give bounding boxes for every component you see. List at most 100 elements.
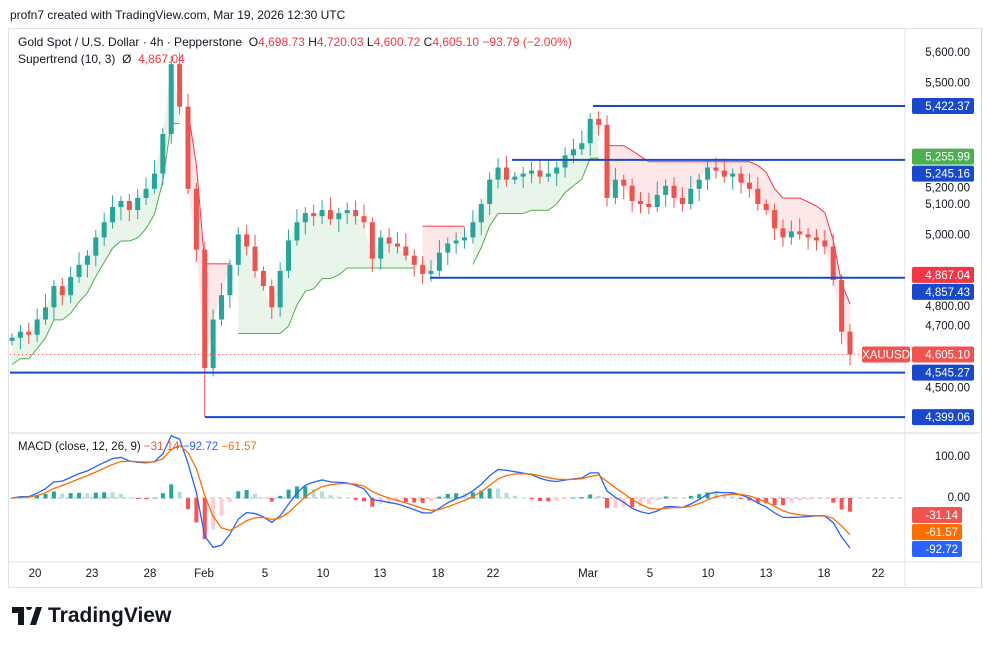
candle-body	[168, 64, 174, 135]
supertrend-line	[807, 201, 817, 207]
macd-histogram-bar	[60, 493, 65, 499]
candle-body	[445, 243, 451, 253]
supertrend-line	[757, 165, 767, 173]
supertrend-fill	[523, 170, 532, 214]
supertrend-line	[112, 240, 122, 249]
chart-canvas[interactable]: 5,600.00 5,500.00 5,200.00 5,100.00 5,000.00…	[0, 0, 989, 600]
candle-body	[562, 155, 568, 168]
supertrend-fill	[255, 270, 264, 334]
candle-body	[847, 331, 853, 355]
macd-histogram-bar	[303, 486, 308, 499]
macd-histogram-bar	[688, 495, 693, 499]
tradingview-logo[interactable]: TradingView	[12, 604, 171, 628]
candle-body	[495, 167, 501, 180]
macd-histogram-bar	[93, 492, 98, 499]
supertrend-fill	[431, 226, 440, 271]
candle-body	[34, 319, 40, 335]
candle-body	[126, 200, 132, 211]
macd-histogram-bar	[822, 498, 827, 499]
candle-body	[554, 167, 560, 174]
level-price-tag-bg	[912, 165, 974, 182]
candle-body	[746, 182, 752, 189]
candle-body	[780, 228, 786, 238]
supertrend-line	[28, 348, 38, 360]
level-price-tag: 5,245.16	[925, 169, 970, 181]
supertrend-fill	[456, 226, 465, 241]
supertrend-line	[86, 276, 97, 293]
supertrend-fill	[799, 198, 809, 238]
candle-body	[755, 188, 761, 204]
symbol-label[interactable]: Gold Spot / U.S. Dollar · 4h · Peppersto…	[18, 35, 243, 49]
macd-legend[interactable]: MACD (close, 12, 26, 9) −31.14 −92.72 −6…	[18, 441, 257, 453]
candle-body	[43, 307, 49, 320]
macd-histogram-bar	[764, 498, 769, 504]
macd-histogram-bar	[185, 498, 190, 510]
close-value: 4,605.10	[432, 35, 480, 49]
candle-body	[545, 173, 551, 177]
open-value: 4,698.73	[258, 35, 305, 49]
supertrend-line	[305, 288, 314, 292]
supertrend-line	[816, 205, 826, 214]
candle-body	[579, 143, 585, 150]
macd-histogram-bar	[504, 492, 509, 499]
supertrend-line	[548, 203, 557, 211]
macd-histogram-bar	[705, 492, 710, 499]
candle-body	[520, 173, 526, 177]
price-tick-label: 5,100.00	[925, 199, 970, 211]
supertrend-legend[interactable]: Supertrend (10, 3) Ø 4,867.04	[18, 52, 185, 66]
supertrend-fill	[422, 226, 431, 274]
macd-histogram-bar	[630, 498, 635, 508]
macd-histogram-bar	[739, 498, 744, 500]
price-tick-label: 4,500.00	[925, 382, 970, 394]
time-tick-label: 13	[760, 568, 773, 580]
candle-body	[537, 170, 543, 177]
price-tag-bg	[912, 266, 974, 283]
time-tick-label: 18	[818, 568, 831, 580]
price-tick-label: 5,500.00	[925, 77, 970, 89]
low-value: 4,600.72	[373, 35, 421, 49]
macd-histogram-bar	[77, 492, 82, 499]
macd-histogram-bar	[772, 498, 777, 506]
candle-body	[813, 237, 819, 241]
macd-histogram-bar	[487, 488, 492, 499]
supertrend-fill	[447, 226, 457, 244]
candle-body	[839, 280, 845, 332]
candle-body	[788, 231, 794, 238]
macd-histogram-bar	[35, 495, 40, 499]
supertrend-fill	[330, 213, 339, 279]
supertrend-line	[61, 312, 71, 321]
candle-body	[59, 286, 65, 296]
supertrend-fill	[690, 161, 700, 189]
supertrend-line	[129, 237, 138, 242]
macd-histogram-bar	[286, 489, 291, 499]
candle-body	[378, 237, 384, 259]
time-tick-label: 20	[29, 568, 42, 580]
supertrend-line	[145, 214, 155, 229]
level-price-tag-bg	[912, 409, 974, 426]
candle-body	[805, 234, 811, 238]
macd-tag-bg	[912, 507, 962, 523]
supertrend-fill	[347, 210, 356, 269]
candle-body	[503, 167, 509, 180]
high-label: H	[308, 35, 317, 49]
candle-body	[344, 210, 350, 214]
macd-histogram-bar	[118, 493, 123, 499]
macd-histogram-bar	[236, 491, 241, 499]
macd-histogram-bar	[479, 490, 484, 499]
candle-body	[227, 264, 233, 296]
supertrend-fill	[213, 263, 222, 320]
macd-tick-label: 100.00	[935, 451, 970, 463]
macd-histogram-bar	[219, 498, 224, 516]
supertrend-fill	[615, 145, 624, 186]
high-value: 4,720.03	[316, 35, 364, 49]
time-tick-label: 18	[432, 568, 445, 580]
candle-body	[160, 134, 166, 174]
macd-histogram-bar	[747, 498, 752, 501]
price-tick-label: 5,600.00	[925, 47, 970, 59]
supertrend-label: Supertrend (10, 3)	[18, 52, 116, 66]
supertrend-fill	[305, 213, 314, 292]
time-tick-label: 10	[317, 568, 330, 580]
candle-body	[705, 167, 711, 180]
time-tick-label: 28	[144, 568, 157, 580]
candle-body	[772, 210, 778, 229]
